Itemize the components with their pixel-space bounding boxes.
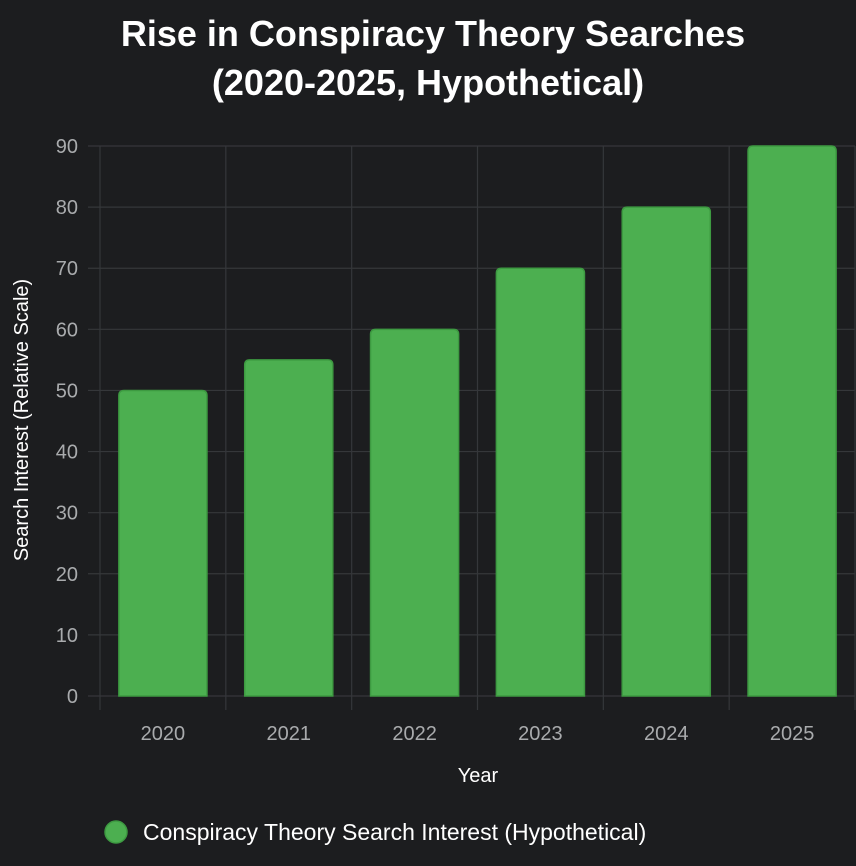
bar[interactable]	[495, 267, 586, 697]
y-tick-label: 0	[67, 686, 78, 708]
x-axis-label: Year	[458, 765, 499, 787]
y-tick-label: 20	[56, 564, 78, 586]
x-tick-label: 2022	[392, 723, 437, 745]
x-axis-ticks: 2020 2021 2022 2023 2024 2025	[141, 723, 815, 745]
grid	[88, 145, 856, 710]
chart-title-line-1: Rise in Conspiracy Theory Searches	[121, 13, 745, 54]
y-tick-label: 40	[56, 442, 78, 464]
bar[interactable]	[621, 206, 712, 697]
legend-label: Conspiracy Theory Search Interest (Hypot…	[143, 819, 646, 845]
chart-title: Rise in Conspiracy Theory Searches (2020…	[121, 13, 745, 103]
x-tick-label: 2021	[267, 723, 312, 745]
y-tick-label: 90	[56, 136, 78, 158]
y-axis-label: Search Interest (Relative Scale)	[11, 279, 33, 561]
bar[interactable]	[369, 328, 460, 697]
bar[interactable]	[747, 145, 837, 697]
bar[interactable]	[243, 359, 334, 697]
chart-title-line-2: (2020-2025, Hypothetical)	[212, 62, 644, 103]
y-tick-label: 80	[56, 197, 78, 219]
y-tick-label: 10	[56, 625, 78, 647]
y-tick-label: 70	[56, 258, 78, 280]
y-tick-label: 50	[56, 380, 78, 402]
y-tick-label: 30	[56, 503, 78, 525]
y-axis-ticks: 0 10 20 30 40 50 60 70 80 90	[56, 136, 78, 708]
legend-swatch	[104, 820, 128, 844]
y-tick-label: 60	[56, 319, 78, 341]
legend[interactable]: Conspiracy Theory Search Interest (Hypot…	[104, 819, 646, 845]
x-tick-label: 2024	[644, 723, 689, 745]
bar[interactable]	[118, 389, 208, 697]
x-tick-label: 2023	[518, 723, 563, 745]
bar-series	[118, 145, 837, 697]
x-tick-label: 2025	[770, 723, 815, 745]
x-tick-label: 2020	[141, 723, 186, 745]
